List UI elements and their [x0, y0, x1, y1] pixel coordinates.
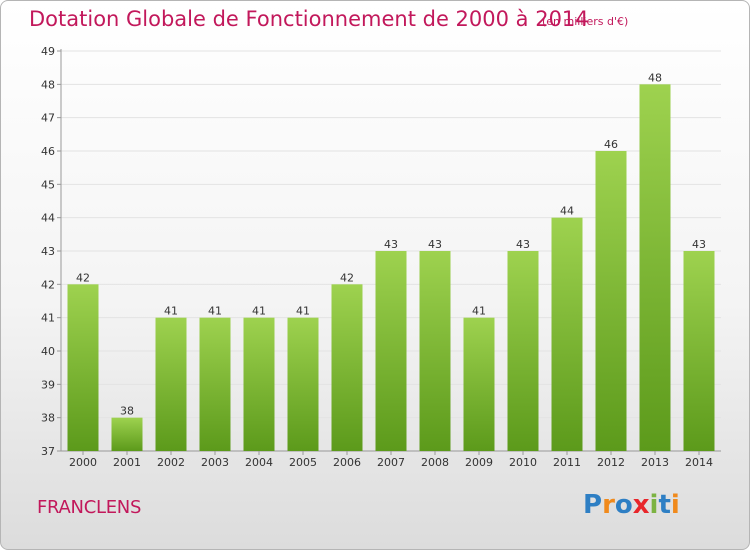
x-tick-label-2010: 2010	[509, 456, 537, 469]
y-tick-labels: 37 38 39 40 41 42 43 44 45 46 47 48 49	[41, 45, 55, 458]
y-tick-label: 42	[41, 278, 55, 291]
logo-letter: r	[602, 490, 615, 520]
chart-unit-note: (en milliers d'€)	[542, 15, 629, 28]
y-tick-label: 43	[41, 245, 55, 258]
logo-letter: x	[632, 490, 650, 520]
logo-letter: i	[649, 490, 659, 520]
x-tick-label-2012: 2012	[597, 456, 625, 469]
y-tick-label: 46	[41, 145, 55, 158]
y-tick-label: 48	[41, 78, 55, 91]
logo-letter: t	[658, 490, 671, 520]
bar-2009	[463, 317, 495, 451]
bar-2011	[551, 217, 583, 451]
y-tick-label: 37	[41, 445, 55, 458]
data-label-2010: 43	[516, 238, 530, 251]
data-label-2000: 42	[76, 271, 90, 284]
x-tick-label-2013: 2013	[641, 456, 669, 469]
data-label-2013: 48	[648, 71, 662, 84]
x-tick-label-2003: 2003	[201, 456, 229, 469]
logo-letter: o	[614, 490, 633, 520]
data-label-2001: 38	[120, 405, 134, 418]
x-tick-label-2001: 2001	[113, 456, 141, 469]
x-tick-label-2000: 2000	[69, 456, 97, 469]
bar-2002	[155, 317, 187, 451]
y-tick-label: 49	[41, 45, 55, 58]
bar-2007	[375, 251, 407, 451]
logo-letter: P	[583, 490, 603, 520]
x-tick-label-2006: 2006	[333, 456, 361, 469]
bar-2006	[331, 284, 363, 451]
y-tick-label: 39	[41, 378, 55, 391]
bars	[67, 84, 715, 451]
bar-2003	[199, 317, 231, 451]
data-labels: 42 38 41 41 41 41 42 43 43 41 43 44 46 48 43	[76, 71, 706, 417]
bar-2000	[67, 284, 99, 451]
y-tick-label: 40	[41, 345, 55, 358]
data-label-2008: 43	[428, 238, 442, 251]
y-tick-label: 41	[41, 312, 55, 325]
x-tick-label-2009: 2009	[465, 456, 493, 469]
data-label-2004: 41	[252, 305, 266, 318]
x-tick-label-2005: 2005	[289, 456, 317, 469]
data-label-2005: 41	[296, 305, 310, 318]
x-tick-labels: 2000 2001 2002 2003 2004 2005 2006 2007 2008 2009…	[69, 456, 713, 469]
x-tick-label-2007: 2007	[377, 456, 405, 469]
data-label-2003: 41	[208, 305, 222, 318]
proxiti-logo[interactable]: Proxiti	[583, 490, 680, 520]
x-tick-label-2008: 2008	[421, 456, 449, 469]
y-tick-label: 45	[41, 178, 55, 191]
x-tick-label-2002: 2002	[157, 456, 185, 469]
data-label-2007: 43	[384, 238, 398, 251]
data-label-2002: 41	[164, 305, 178, 318]
bar-2013	[639, 84, 671, 451]
x-tick-label-2004: 2004	[245, 456, 273, 469]
y-tick-label: 38	[41, 412, 55, 425]
x-tick-label-2011: 2011	[553, 456, 581, 469]
bar-2008	[419, 251, 451, 451]
bar-2012	[595, 151, 627, 451]
data-label-2012: 46	[604, 138, 618, 151]
y-tick-label: 44	[41, 212, 55, 225]
bar-2004	[243, 317, 275, 451]
bar-2005	[287, 317, 319, 451]
data-label-2009: 41	[472, 305, 486, 318]
bar-2014	[683, 251, 715, 451]
logo-letter: i	[670, 490, 680, 520]
commune-name: FRANCLENS	[37, 497, 142, 518]
bar-2001	[111, 417, 143, 451]
bar-2010	[507, 251, 539, 451]
y-tick-label: 47	[41, 112, 55, 125]
data-label-2006: 42	[340, 271, 354, 284]
data-label-2011: 44	[560, 205, 574, 218]
data-label-2014: 43	[692, 238, 706, 251]
x-tick-label-2014: 2014	[685, 456, 713, 469]
chart-title: Dotation Globale de Fonctionnement de 20…	[29, 7, 589, 31]
